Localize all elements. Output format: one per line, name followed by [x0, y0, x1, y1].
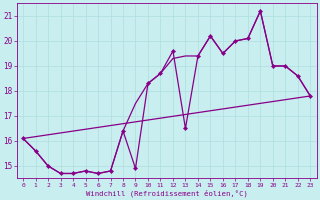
X-axis label: Windchill (Refroidissement éolien,°C): Windchill (Refroidissement éolien,°C): [86, 189, 248, 197]
